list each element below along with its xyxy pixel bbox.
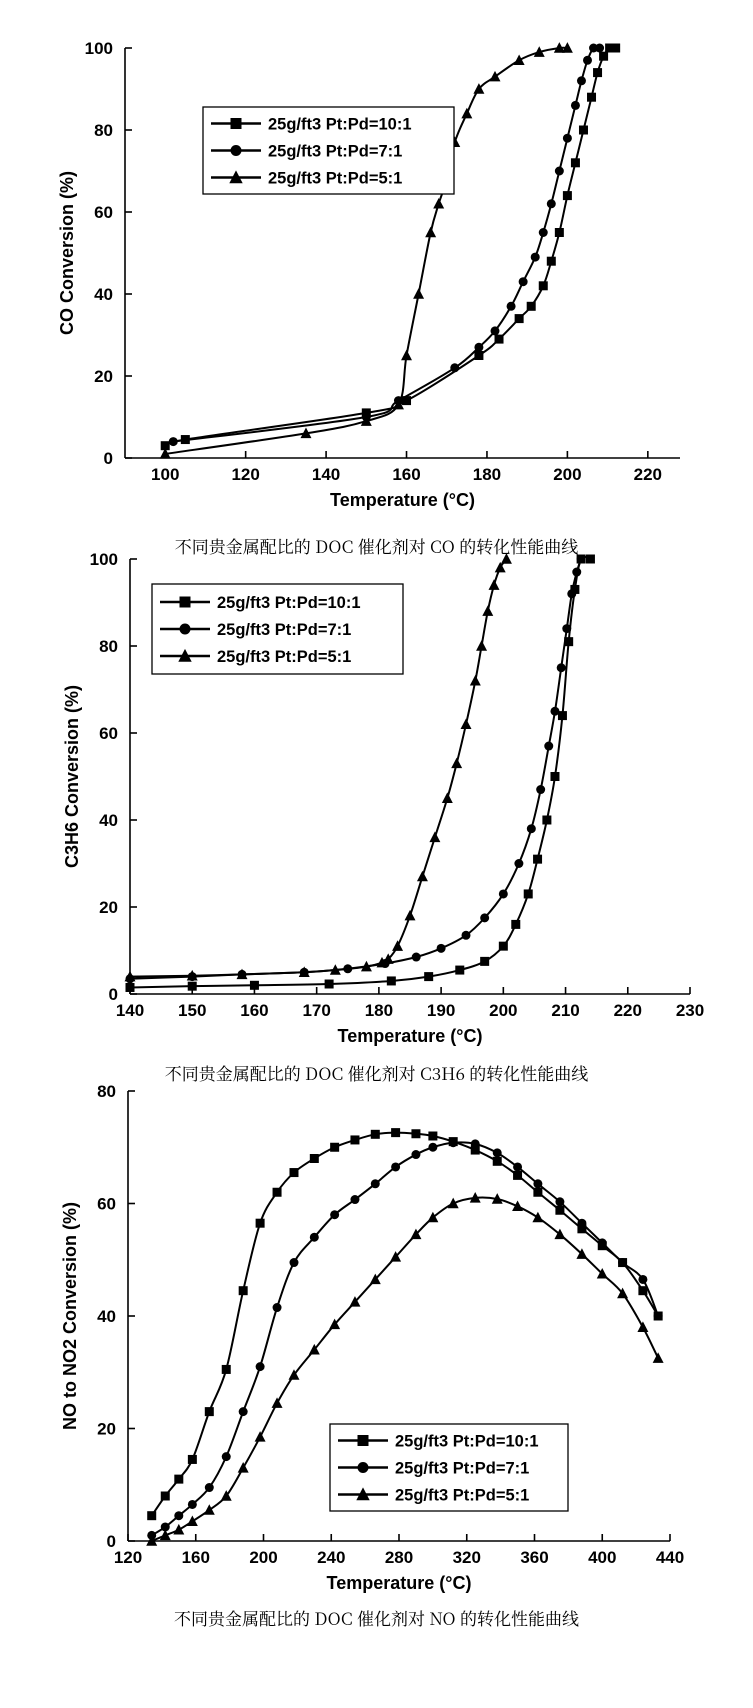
svg-text:C3H6 Conversion (%): C3H6 Conversion (%) xyxy=(62,685,82,868)
svg-text:25g/ft3 Pt:Pd=10:1: 25g/ft3 Pt:Pd=10:1 xyxy=(217,594,361,612)
svg-text:25g/ft3 Pt:Pd=5:1: 25g/ft3 Pt:Pd=5:1 xyxy=(395,1486,529,1504)
svg-text:240: 240 xyxy=(317,1548,345,1567)
svg-text:140: 140 xyxy=(116,1001,144,1020)
svg-text:100: 100 xyxy=(85,39,113,58)
svg-text:25g/ft3 Pt:Pd=7:1: 25g/ft3 Pt:Pd=7:1 xyxy=(217,621,351,639)
svg-text:60: 60 xyxy=(99,724,118,743)
svg-text:25g/ft3 Pt:Pd=5:1: 25g/ft3 Pt:Pd=5:1 xyxy=(268,169,402,187)
svg-text:400: 400 xyxy=(588,1548,616,1567)
svg-text:180: 180 xyxy=(473,465,501,484)
svg-text:120: 120 xyxy=(231,465,259,484)
svg-text:440: 440 xyxy=(656,1548,684,1567)
svg-text:40: 40 xyxy=(97,1307,116,1326)
svg-text:160: 160 xyxy=(182,1548,210,1567)
svg-text:180: 180 xyxy=(365,1001,393,1020)
svg-text:200: 200 xyxy=(249,1548,277,1567)
svg-text:60: 60 xyxy=(94,203,113,222)
svg-text:25g/ft3 Pt:Pd=7:1: 25g/ft3 Pt:Pd=7:1 xyxy=(395,1459,529,1477)
svg-text:160: 160 xyxy=(392,465,420,484)
svg-text:25g/ft3 Pt:Pd=10:1: 25g/ft3 Pt:Pd=10:1 xyxy=(268,115,412,133)
svg-text:0: 0 xyxy=(107,1532,116,1551)
svg-text:20: 20 xyxy=(97,1419,116,1438)
svg-text:80: 80 xyxy=(97,1082,116,1101)
svg-text:0: 0 xyxy=(104,449,113,468)
svg-text:Temperature (°C): Temperature (°C) xyxy=(338,1026,483,1046)
svg-text:80: 80 xyxy=(94,121,113,140)
svg-text:100: 100 xyxy=(90,550,118,569)
svg-text:120: 120 xyxy=(114,1548,142,1567)
svg-text:320: 320 xyxy=(453,1548,481,1567)
svg-text:160: 160 xyxy=(240,1001,268,1020)
svg-text:25g/ft3 Pt:Pd=7:1: 25g/ft3 Pt:Pd=7:1 xyxy=(268,142,402,160)
svg-text:360: 360 xyxy=(520,1548,548,1567)
svg-text:220: 220 xyxy=(614,1001,642,1020)
svg-text:0: 0 xyxy=(109,985,118,1004)
svg-text:25g/ft3 Pt:Pd=5:1: 25g/ft3 Pt:Pd=5:1 xyxy=(217,648,351,666)
svg-text:Temperature (°C): Temperature (°C) xyxy=(330,490,475,510)
svg-text:200: 200 xyxy=(489,1001,517,1020)
svg-text:NO to NO2 Conversion (%): NO to NO2 Conversion (%) xyxy=(60,1202,80,1430)
svg-text:280: 280 xyxy=(385,1548,413,1567)
svg-text:230: 230 xyxy=(676,1001,704,1020)
svg-text:20: 20 xyxy=(94,367,113,386)
svg-text:190: 190 xyxy=(427,1001,455,1020)
svg-text:150: 150 xyxy=(178,1001,206,1020)
svg-text:40: 40 xyxy=(99,811,118,830)
svg-text:200: 200 xyxy=(553,465,581,484)
svg-text:25g/ft3 Pt:Pd=10:1: 25g/ft3 Pt:Pd=10:1 xyxy=(395,1432,539,1450)
svg-text:Temperature (°C): Temperature (°C) xyxy=(327,1573,472,1593)
svg-text:140: 140 xyxy=(312,465,340,484)
svg-text:170: 170 xyxy=(302,1001,330,1020)
svg-text:220: 220 xyxy=(634,465,662,484)
svg-text:100: 100 xyxy=(151,465,179,484)
svg-text:40: 40 xyxy=(94,285,113,304)
svg-text:20: 20 xyxy=(99,898,118,917)
svg-text:CO Conversion (%): CO Conversion (%) xyxy=(57,171,77,335)
svg-text:80: 80 xyxy=(99,637,118,656)
svg-text:60: 60 xyxy=(97,1194,116,1213)
svg-text:210: 210 xyxy=(551,1001,579,1020)
